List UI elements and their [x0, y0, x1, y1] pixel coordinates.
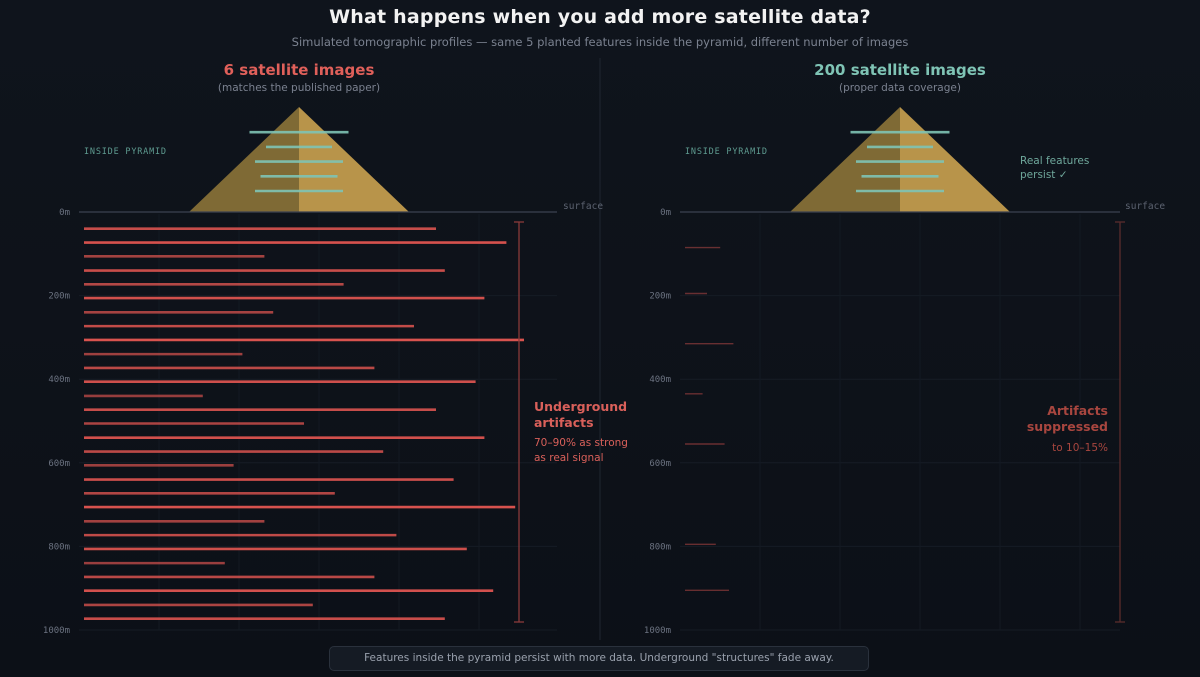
grid: [79, 214, 557, 631]
pyramid-lit-right: [900, 107, 1010, 212]
surface-label: surface: [563, 201, 603, 212]
pyramid-shade-left: [790, 107, 900, 212]
panel-title: 200 satellite images: [814, 61, 986, 79]
features-note-line-1: Real features: [1020, 155, 1089, 167]
grid: [680, 214, 1120, 631]
chart-title: What happens when you add more satellite…: [329, 6, 871, 28]
y-tick-label: 1000m: [43, 626, 70, 636]
y-tick-label: 800m: [48, 542, 70, 552]
panel-subtitle: (proper data coverage): [839, 82, 961, 94]
y-tick-label: 800m: [649, 542, 671, 552]
y-tick-label: 1000m: [644, 626, 671, 636]
footer-note: Features inside the pyramid persist with…: [329, 646, 869, 671]
panel-title: 6 satellite images: [224, 61, 375, 79]
artifact-bars: [84, 227, 524, 621]
artifact-bracket: [1115, 221, 1125, 623]
feature-lines: [850, 130, 950, 193]
annotation-heading-line-2: artifacts: [534, 415, 594, 430]
inside-pyramid-label: INSIDE PYRAMID: [84, 147, 167, 157]
pyramid-lit-right: [299, 107, 409, 212]
y-tick-label: 600m: [48, 459, 70, 469]
annotation-body-line-2: as real signal: [534, 452, 604, 464]
pyramid-shade-left: [189, 107, 299, 212]
y-tick-label: 0m: [59, 208, 70, 218]
y-tick-label: 0m: [660, 208, 671, 218]
y-tick-label: 400m: [48, 375, 70, 385]
surface-label: surface: [1125, 201, 1165, 212]
feature-lines: [249, 130, 349, 193]
y-axis: 0m 200m 400m 600m 800m 1000m: [43, 208, 70, 636]
y-tick-label: 600m: [649, 459, 671, 469]
features-note-line-2: persist ✓: [1020, 169, 1068, 181]
panel-200-images: 200 satellite images (proper data covera…: [644, 61, 1165, 636]
panel-subtitle: (matches the published paper): [218, 82, 380, 94]
y-tick-label: 200m: [649, 292, 671, 302]
annotation-heading-line-2: suppressed: [1027, 419, 1108, 434]
annotation-heading-line-1: Underground: [534, 399, 627, 414]
annotation-body-line-1: 70–90% as strong: [534, 437, 628, 449]
annotation-heading-line-1: Artifacts: [1047, 403, 1108, 418]
y-axis: 0m 200m 400m 600m 800m 1000m: [644, 208, 671, 636]
y-tick-label: 400m: [649, 375, 671, 385]
inside-pyramid-label: INSIDE PYRAMID: [685, 147, 768, 157]
panel-6-images: 6 satellite images (matches the publishe…: [43, 61, 628, 636]
annotation-body-line-1: to 10–15%: [1052, 442, 1108, 454]
chart-subtitle: Simulated tomographic profiles — same 5 …: [291, 35, 909, 49]
artifact-bracket: [514, 221, 524, 623]
artifact-bars: [685, 246, 734, 591]
y-tick-label: 200m: [48, 292, 70, 302]
